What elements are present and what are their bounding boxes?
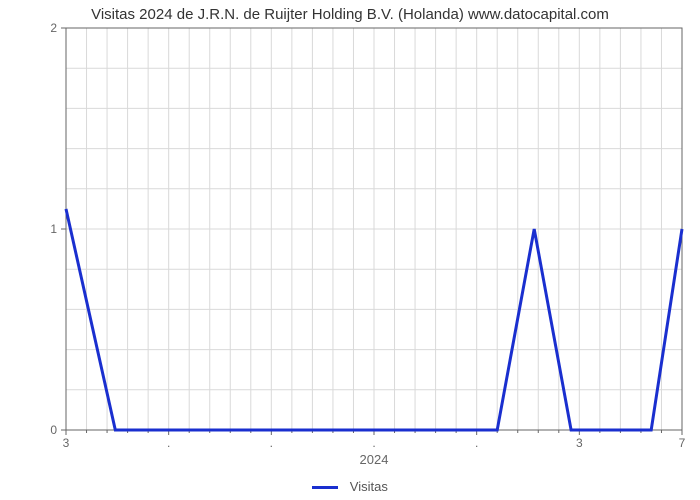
x-tick-label: 7 <box>679 436 686 450</box>
x-tick-label: . <box>475 436 478 450</box>
chart-title: Visitas 2024 de J.R.N. de Ruijter Holdin… <box>0 6 700 23</box>
legend: Visitas <box>0 479 700 494</box>
x-tick-label: . <box>372 436 375 450</box>
y-tick-label: 1 <box>50 222 57 236</box>
y-tick-label: 0 <box>50 423 57 437</box>
x-axis-group-label: 2024 <box>360 452 389 467</box>
x-tick-label: 3 <box>576 436 583 450</box>
legend-line-icon <box>312 486 338 489</box>
legend-label: Visitas <box>350 479 388 494</box>
chart-plot: 3.... 3 7 0 1 2 2024 <box>0 0 700 470</box>
x-tick-label: . <box>270 436 273 450</box>
y-tick-label: 2 <box>50 21 57 35</box>
x-tick-label: . <box>167 436 170 450</box>
x-tick-label: 3 <box>63 436 70 450</box>
